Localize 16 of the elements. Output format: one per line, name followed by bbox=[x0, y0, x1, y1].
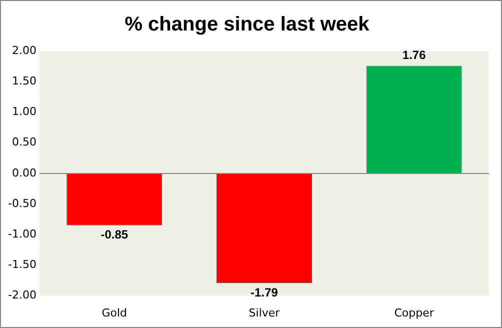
y-tick-label: -1.00 bbox=[8, 227, 36, 240]
y-tick-label: 2.00 bbox=[12, 44, 36, 57]
x-tick-label: Copper bbox=[394, 306, 434, 320]
data-label: 1.76 bbox=[402, 48, 426, 62]
y-tick-label: -1.50 bbox=[8, 258, 36, 272]
data-label: -1.79 bbox=[250, 285, 278, 300]
data-label: -0.85 bbox=[100, 228, 128, 242]
chart-title: % change since last week bbox=[124, 14, 370, 36]
y-tick-label: 0.00 bbox=[12, 166, 36, 180]
y-tick-label: 1.00 bbox=[12, 105, 36, 118]
y-tick-label: -2.00 bbox=[8, 288, 36, 302]
y-tick-label: 1.50 bbox=[12, 74, 36, 88]
y-tick-label: -0.50 bbox=[8, 196, 36, 210]
y-tick-label: 0.50 bbox=[12, 136, 36, 149]
x-tick-label: Gold bbox=[102, 306, 128, 320]
x-tick-label: Silver bbox=[248, 306, 280, 320]
